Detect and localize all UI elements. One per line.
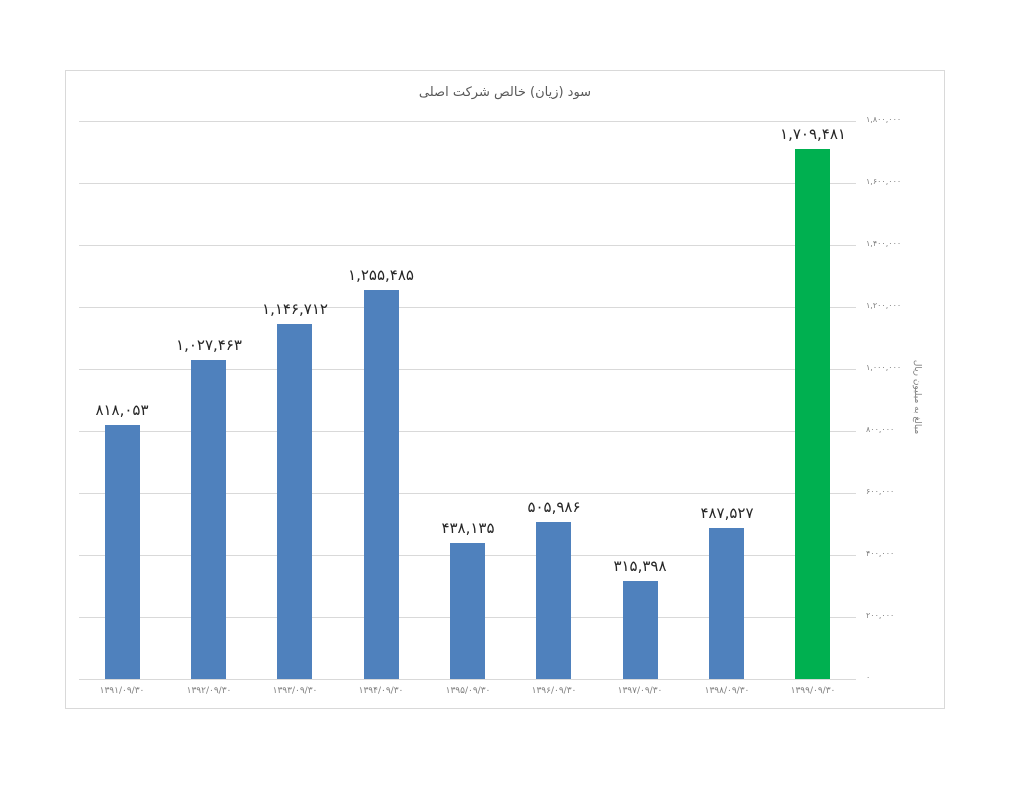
data-label: ۳۱۵,۳۹۸ bbox=[613, 557, 667, 575]
bar-9[interactable] bbox=[795, 149, 830, 679]
x-tick-label: ۱۳۹۴/۰۹/۳۰ bbox=[358, 686, 404, 696]
x-tick-label: ۱۳۹۶/۰۹/۳۰ bbox=[531, 686, 577, 696]
bar-8[interactable] bbox=[709, 528, 744, 679]
x-tick-label: ۱۳۹۲/۰۹/۳۰ bbox=[186, 686, 232, 696]
y-tick-label: ۱,۶۰۰,۰۰۰ bbox=[866, 177, 902, 186]
bar-6[interactable] bbox=[536, 522, 571, 679]
x-tick-label: ۱۳۹۷/۰۹/۳۰ bbox=[617, 686, 663, 696]
bar-1[interactable] bbox=[105, 425, 140, 679]
y-tick-label: ۴۰۰,۰۰۰ bbox=[866, 549, 895, 558]
data-label: ۱,۷۰۹,۴۸۱ bbox=[780, 125, 846, 143]
gridline bbox=[79, 369, 856, 370]
bar-2[interactable] bbox=[191, 360, 226, 679]
data-label: ۴۳۸,۱۳۵ bbox=[441, 519, 495, 537]
y-tick-label: ۱,۲۰۰,۰۰۰ bbox=[866, 301, 902, 310]
y-tick-label: ۸۰۰,۰۰۰ bbox=[866, 425, 895, 434]
data-label: ۱,۱۴۶,۷۱۲ bbox=[262, 300, 328, 318]
x-tick-label: ۱۳۹۱/۰۹/۳۰ bbox=[99, 686, 145, 696]
bar-3[interactable] bbox=[277, 324, 312, 679]
gridline bbox=[79, 679, 856, 680]
y-tick-label: ۶۰۰,۰۰۰ bbox=[866, 487, 895, 496]
gridline bbox=[79, 307, 856, 308]
y-tick-label: ۱,۸۰۰,۰۰۰ bbox=[866, 115, 902, 124]
data-label: ۸۱۸,۰۵۳ bbox=[95, 401, 149, 419]
data-label: ۵۰۵,۹۸۶ bbox=[527, 498, 581, 516]
bar-4[interactable] bbox=[364, 290, 399, 679]
chart-title: سود (زیان) خالص شرکت اصلی bbox=[418, 85, 592, 100]
data-label: ۱,۰۲۷,۴۶۳ bbox=[176, 336, 242, 354]
bar-5[interactable] bbox=[450, 543, 485, 679]
gridline bbox=[79, 431, 856, 432]
y-tick-label: ۱,۴۰۰,۰۰۰ bbox=[866, 239, 902, 248]
gridline bbox=[79, 493, 856, 494]
gridline bbox=[79, 183, 856, 184]
y-tick-label: ۰ bbox=[866, 673, 871, 682]
x-tick-label: ۱۳۹۸/۰۹/۳۰ bbox=[704, 686, 750, 696]
gridline bbox=[79, 121, 856, 122]
gridline bbox=[79, 245, 856, 246]
x-tick-label: ۱۳۹۹/۰۹/۳۰ bbox=[790, 686, 836, 696]
y-tick-label: ۱,۰۰۰,۰۰۰ bbox=[866, 363, 902, 372]
data-label: ۴۸۷,۵۲۷ bbox=[700, 504, 754, 522]
x-tick-label: ۱۳۹۵/۰۹/۳۰ bbox=[445, 686, 491, 696]
data-label: ۱,۲۵۵,۴۸۵ bbox=[348, 266, 414, 284]
y-axis-label: مبالغ به میلیون ریال bbox=[912, 359, 923, 435]
bar-7[interactable] bbox=[623, 581, 658, 679]
y-tick-label: ۲۰۰,۰۰۰ bbox=[866, 611, 895, 620]
x-tick-label: ۱۳۹۳/۰۹/۳۰ bbox=[272, 686, 318, 696]
